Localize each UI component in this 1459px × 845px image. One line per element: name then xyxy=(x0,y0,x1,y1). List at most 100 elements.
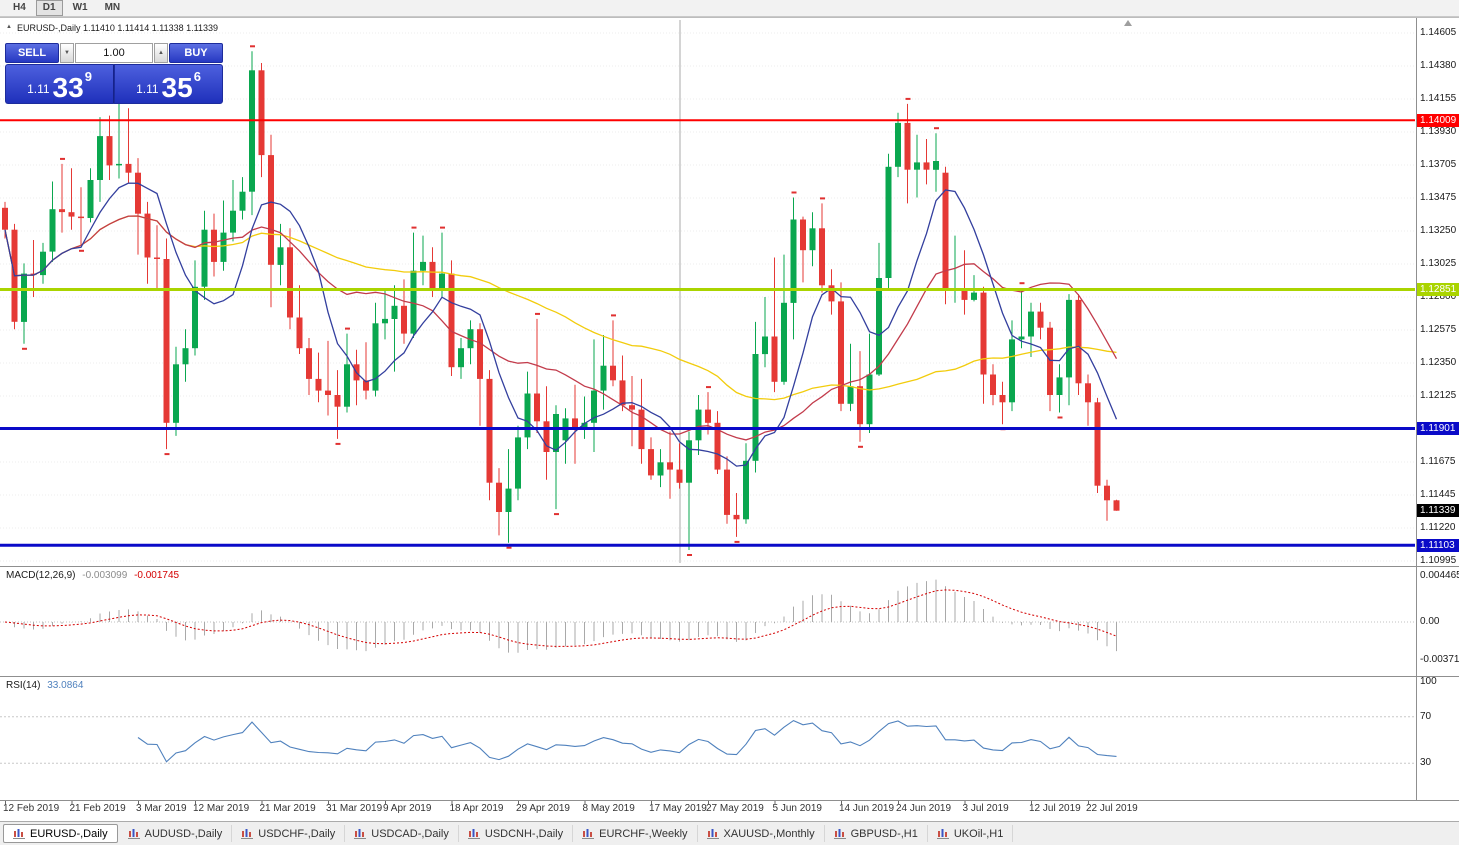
rsi-value: 33.0864 xyxy=(47,680,84,691)
date-axis-label: 24 Jun 2019 xyxy=(896,803,952,814)
tab-chart-icon xyxy=(936,829,949,839)
chart-shift-marker-icon xyxy=(1124,20,1132,26)
date-axis-label: 9 Apr 2019 xyxy=(383,803,432,814)
price-axis-label: 1.11445 xyxy=(1420,489,1456,500)
tab-chart-icon xyxy=(467,829,480,839)
date-axis-label: 12 Feb 2019 xyxy=(3,803,60,814)
tab-chart-icon xyxy=(241,829,254,839)
date-axis-label: 17 May 2019 xyxy=(649,803,707,814)
chart-tab-ukoil-h1[interactable]: UKOil-,H1 xyxy=(928,825,1014,842)
timeframe-button-d1[interactable]: D1 xyxy=(35,0,63,16)
current-price-badge: 1.11339 xyxy=(1417,504,1459,518)
buy-price-big: 35 xyxy=(161,72,193,103)
timeframe-button-h4[interactable]: H4 xyxy=(13,2,26,13)
timeframe-button-mn[interactable]: MN xyxy=(104,2,121,13)
date-axis-label: 18 Apr 2019 xyxy=(449,803,504,814)
price-axis-label: 1.12125 xyxy=(1420,390,1457,401)
price-axis-label: 1.11220 xyxy=(1420,522,1456,533)
chart-tab-usdcad-daily[interactable]: USDCAD-,Daily xyxy=(345,825,459,842)
chart-tab-label: XAUUSD-,Monthly xyxy=(723,827,815,840)
chart-title: EURUSD-,Daily 1.11410 1.11414 1.11338 1.… xyxy=(17,23,218,33)
rsi-line xyxy=(137,719,1117,763)
rsi-axis-label: 70 xyxy=(1420,710,1432,722)
rsi-axis-label: 100 xyxy=(1420,676,1437,687)
date-axis-label: 29 Apr 2019 xyxy=(516,803,570,814)
chart-tab-xauusd-monthly[interactable]: XAUUSD-,Monthly xyxy=(698,825,825,842)
fractal-markers xyxy=(22,45,1063,556)
chart-tab-eurusd-daily[interactable]: EURUSD-,Daily xyxy=(3,824,118,843)
macd-axis-label: 0.00 xyxy=(1420,616,1440,627)
one-click-trading-panel: SELL ▼ ▲ BUY 1.11 33 9 1.11 35 6 xyxy=(5,43,223,104)
price-axis-label: 1.13475 xyxy=(1420,192,1457,203)
chart-tab-audusd-daily[interactable]: AUDUSD-,Daily xyxy=(119,825,233,842)
moving-average-8[interactable] xyxy=(4,182,1118,467)
rsi-indicator-label: RSI(14) 33.0864 xyxy=(6,680,87,691)
rsi-name: RSI(14) xyxy=(6,680,41,691)
price-axis-label: 1.10995 xyxy=(1420,555,1457,566)
sell-price-big: 33 xyxy=(52,72,84,103)
date-axis-label: 5 Jun 2019 xyxy=(772,803,823,814)
date-axis-label: 27 May 2019 xyxy=(706,803,764,814)
chart-tab-label: GBPUSD-,H1 xyxy=(850,827,918,840)
macd-signal-value: -0.001745 xyxy=(134,570,180,581)
price-axis-label: 1.14605 xyxy=(1420,27,1457,38)
price-axis-label: 1.11675 xyxy=(1420,456,1456,467)
buy-price-panel[interactable]: 1.11 35 6 xyxy=(114,64,223,104)
volume-decrease-button[interactable]: ▼ xyxy=(60,43,74,63)
sell-price-pip: 9 xyxy=(84,69,92,84)
one-click-top-row: SELL ▼ ▲ BUY xyxy=(5,43,223,63)
chart-tab-usdcnh-daily[interactable]: USDCNH-,Daily xyxy=(459,825,574,842)
date-axis-label: 3 Jul 2019 xyxy=(962,803,1009,814)
price-axis-label: 1.13930 xyxy=(1420,126,1457,137)
price-axis-label: 1.13025 xyxy=(1420,258,1457,269)
price-axis-label: 1.12800 xyxy=(1420,291,1457,302)
sell-price-panel[interactable]: 1.11 33 9 xyxy=(5,64,114,104)
chart-tabs-bar: EURUSD-,Daily AUDUSD-,Daily USDCHF-,Daily U… xyxy=(0,821,1459,845)
sell-button[interactable]: SELL xyxy=(5,43,59,63)
date-axis-label: 31 Mar 2019 xyxy=(326,803,383,814)
tab-chart-icon xyxy=(582,829,595,839)
moving-average-20[interactable] xyxy=(4,215,1118,441)
candles xyxy=(2,51,1120,550)
date-axis-label: 21 Feb 2019 xyxy=(69,803,126,814)
chart-tab-usdchf-daily[interactable]: USDCHF-,Daily xyxy=(232,825,346,842)
tab-chart-icon xyxy=(127,829,140,839)
macd-name: MACD(12,26,9) xyxy=(6,570,76,581)
price-axis-label: 1.14380 xyxy=(1420,60,1457,71)
price-axis-label: 1.14155 xyxy=(1420,93,1457,104)
date-axis-label: 22 Jul 2019 xyxy=(1086,803,1138,814)
buy-price-prefix: 1.11 xyxy=(136,82,159,96)
date-axis-label: 21 Mar 2019 xyxy=(259,803,316,814)
date-axis[interactable]: 12 Feb 2019 21 Feb 2019 3 Mar 2019 12 Mar 2… xyxy=(0,803,1415,819)
chart-tab-label: USDCAD-,Daily xyxy=(371,827,449,840)
volume-increase-button[interactable]: ▲ xyxy=(154,43,168,63)
timeframe-toolbar: H4 D1 W1 MN xyxy=(0,0,1459,17)
chart-tab-gbpusd-h1[interactable]: GBPUSD-,H1 xyxy=(825,825,928,842)
chart-tab-label: EURCHF-,Weekly xyxy=(599,827,688,840)
timeframe-button-w1[interactable]: W1 xyxy=(72,2,88,13)
date-axis-label: 3 Mar 2019 xyxy=(136,803,187,814)
buy-button[interactable]: BUY xyxy=(169,43,223,63)
price-line-badge: 1.12851 xyxy=(1417,283,1459,296)
macd-axis-label: -0.00371 xyxy=(1420,654,1459,666)
chart-tab-eurchf-weekly[interactable]: EURCHF-,Weekly xyxy=(573,825,698,842)
macd-indicator-label: MACD(12,26,9) -0.003099 -0.001745 xyxy=(6,570,183,581)
volume-input[interactable] xyxy=(75,43,153,63)
price-axis-label: 1.12575 xyxy=(1420,324,1457,335)
chart-tab-label: USDCHF-,Daily xyxy=(258,827,336,840)
tab-chart-icon xyxy=(833,829,846,839)
chart-tab-label: UKOil-,H1 xyxy=(953,827,1004,840)
price-axis-label: 1.13705 xyxy=(1420,159,1457,170)
price-line-badge: 1.11901 xyxy=(1417,422,1459,435)
sell-price-prefix: 1.11 xyxy=(27,82,50,96)
macd-main-value: -0.003099 xyxy=(82,570,128,581)
date-axis-label: 8 May 2019 xyxy=(582,803,635,814)
one-click-collapse-icon[interactable]: ▲ xyxy=(6,24,12,30)
macd-signal-line xyxy=(4,589,1117,647)
chart-tab-label: USDCNH-,Daily xyxy=(484,827,564,840)
tab-chart-icon xyxy=(13,829,25,839)
price-grid xyxy=(0,32,1415,562)
macd-axis-label: 0.004465 xyxy=(1420,570,1459,581)
